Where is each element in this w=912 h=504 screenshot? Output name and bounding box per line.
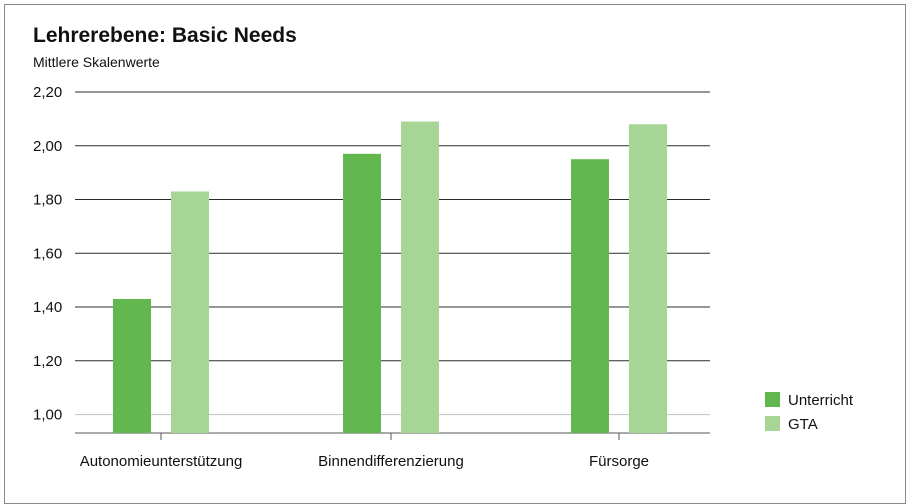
- bar-gta-1: [171, 191, 209, 433]
- y-tick-label: 2,00: [33, 138, 62, 155]
- x-category-label: Binnendifferenzierung: [318, 453, 464, 470]
- chart-title: Lehrerebene: Basic Needs: [33, 24, 297, 47]
- chart-frame: [4, 4, 906, 504]
- y-tick-label: 1,40: [33, 299, 62, 316]
- bar-chart: 1,00 1,20 1,40 1,60 1,80 2,00 2,20 Autonomieunt…: [33, 84, 854, 470]
- bar-unterricht-3: [571, 159, 609, 433]
- bar-unterricht-1: [113, 298, 151, 433]
- y-tick-label: 1,00: [33, 407, 62, 424]
- y-tick-label: 1,80: [33, 192, 62, 209]
- legend-swatch: [765, 416, 780, 431]
- x-category-label: Fürsorge: [589, 453, 649, 470]
- y-tick-label: 1,60: [33, 245, 62, 262]
- bar-gta-2: [401, 121, 439, 434]
- bar-unterricht-2: [343, 153, 381, 433]
- chart-subtitle: Mittlere Skalenwerte: [33, 54, 160, 70]
- bar-gta-3: [629, 124, 667, 434]
- legend-label: Unterricht: [788, 392, 854, 409]
- legend-label: GTA: [788, 416, 818, 433]
- y-tick-label: 1,20: [33, 353, 62, 370]
- x-category-label: Autonomieunterstützung: [80, 453, 243, 470]
- legend-swatch: [765, 392, 780, 407]
- y-tick-label: 2,20: [33, 84, 62, 101]
